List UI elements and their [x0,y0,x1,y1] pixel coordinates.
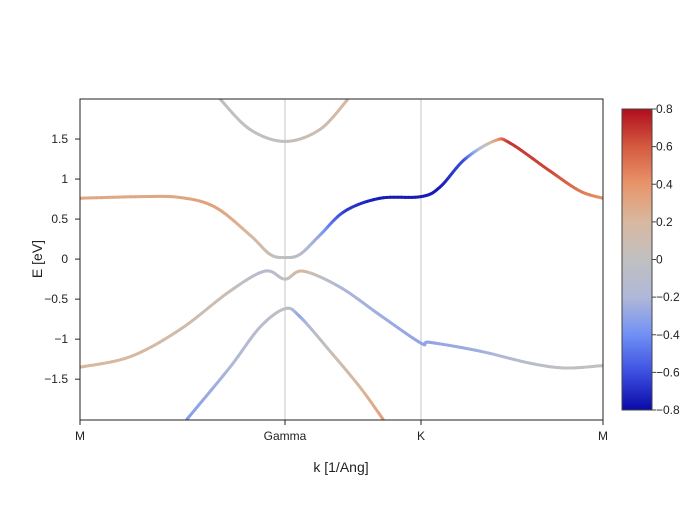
x-tick-label: M [75,429,85,443]
y-axis-ticks: 1.5 1 0.5 0 −0.5 −1 −1.5 [44,132,80,386]
bands [80,99,603,419]
band-2 [80,139,603,258]
high-symmetry-lines [285,99,421,420]
y-axis-label: E [eV] [29,240,45,278]
y-tick-label: −0.5 [44,292,68,306]
x-tick-label: K [417,429,425,443]
colorbar-tick-label: −0.6 [656,365,680,379]
colorbar-tick-label: 0.8 [656,102,673,116]
band-1 [220,99,348,141]
y-tick-label: 0 [61,252,68,266]
colorbar-tick-label: 0.4 [656,177,673,191]
colorbar-tick-label: −0.8 [656,403,680,417]
y-tick-label: 1.5 [51,132,68,146]
x-axis-label: k [1/Ang] [313,459,368,475]
plot-frame [80,99,603,420]
colorbar-tick-label: 0.2 [656,215,673,229]
y-tick-label: 0.5 [51,212,68,226]
y-tick-label: −1 [54,332,68,346]
y-tick-label: 1 [61,172,68,186]
x-tick-label: M [598,429,608,443]
band-segment [382,418,383,420]
colorbar-tick-label: 0.6 [656,140,673,154]
x-tick-label: Gamma [264,429,307,443]
band-3 [80,271,603,368]
colorbar-tick-label: 0 [656,253,663,267]
colorbar-ticks: 0.8 0.6 0.4 0.2 0 −0.2 −0.4 −0.6 −0.8 [652,102,680,417]
x-axis-ticks: M Gamma K M [75,420,608,443]
colorbar-tick-label: −0.2 [656,290,680,304]
y-tick-label: −1.5 [44,372,68,386]
colorbar [622,109,652,410]
colorbar-tick-label: −0.4 [656,328,680,342]
